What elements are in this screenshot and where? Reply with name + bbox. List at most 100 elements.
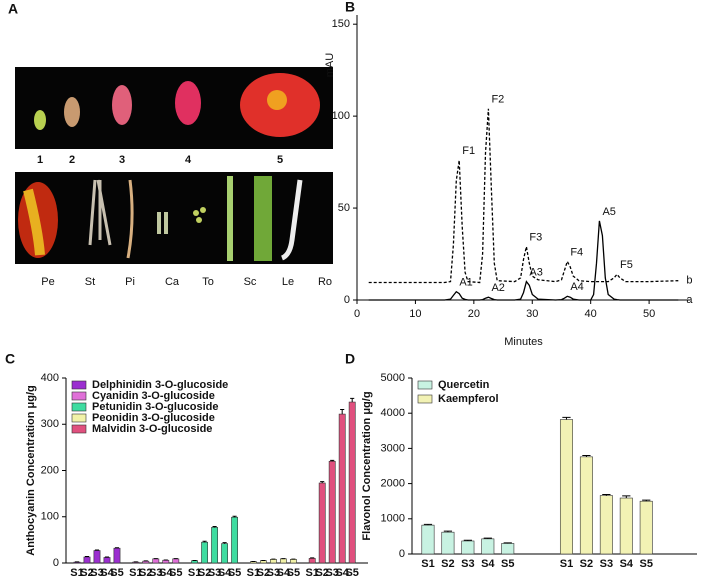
y-tick-label: 2000	[381, 478, 405, 490]
bar	[191, 560, 198, 564]
x-tick-label: S4	[481, 558, 495, 570]
bud-3	[112, 85, 132, 125]
tissue-label: St	[85, 276, 95, 288]
error-bar	[503, 542, 512, 544]
error-bar	[350, 397, 355, 403]
y-tick-label: 100	[332, 110, 350, 122]
x-tick-label: S1	[70, 567, 83, 579]
calyx	[157, 212, 161, 234]
tissue-label: Pe	[41, 276, 54, 288]
x-tick-label: S5	[345, 567, 358, 579]
x-axis-label: Minutes	[504, 336, 543, 348]
x-tick-label: S5	[110, 567, 123, 579]
panel-label: C	[5, 351, 15, 367]
bar	[328, 460, 336, 564]
x-tick-label: S4	[620, 558, 634, 570]
series-label: b	[686, 275, 692, 287]
x-tick-label: S5	[501, 558, 514, 570]
bar	[441, 531, 455, 555]
bar	[599, 495, 613, 555]
stage-label: 4	[185, 154, 192, 166]
panel-label: A	[8, 1, 18, 17]
root	[280, 179, 303, 261]
calyx	[164, 212, 168, 234]
error-bar	[622, 495, 631, 499]
bar	[231, 516, 238, 564]
error-bar	[602, 494, 611, 496]
panel-label: D	[345, 351, 355, 367]
legend-label: Peonidin 3-O-glucoside	[92, 412, 215, 424]
bar	[103, 557, 111, 564]
peak-label: F1	[462, 145, 475, 157]
x-tick-label: 50	[643, 308, 655, 320]
x-tick-label: S1	[305, 567, 318, 579]
flower-center	[267, 90, 287, 110]
x-tick-label: S5	[228, 567, 241, 579]
legend-swatch	[417, 394, 433, 404]
error-bar	[642, 499, 651, 502]
legend-swatch	[71, 402, 87, 412]
legend-swatch	[417, 380, 433, 390]
pistil	[126, 179, 134, 259]
error-bar	[582, 454, 591, 457]
legend-swatch	[71, 413, 87, 423]
legend-swatch	[71, 424, 87, 434]
bar	[152, 558, 160, 564]
y-tick-label: 1000	[381, 513, 405, 525]
trace	[368, 220, 679, 301]
y-axis-label: mAU	[324, 53, 336, 78]
error-bar	[443, 530, 453, 533]
tepal	[200, 207, 206, 213]
y-tick-label: 50	[338, 202, 350, 214]
x-tick-label: S5	[640, 558, 653, 570]
x-tick-label: S3	[149, 567, 162, 579]
bar	[142, 560, 150, 564]
y-axis-label: Anthocyanin Concentration μg/g	[25, 385, 37, 556]
tissue-photo-strip	[15, 172, 333, 264]
peak-label: F4	[570, 246, 583, 258]
bar	[83, 556, 91, 564]
bar	[289, 558, 297, 564]
bar	[481, 538, 495, 555]
x-tick-label: S2	[198, 567, 211, 579]
photo-panel	[15, 67, 333, 264]
error-bar	[340, 408, 345, 415]
error-bar	[423, 523, 433, 526]
tissue-label: Ca	[165, 276, 180, 288]
legend-label: Delphinidin 3-O-glucoside	[92, 379, 228, 391]
y-tick-label: 0	[53, 557, 59, 569]
x-tick-label: S1	[188, 567, 201, 579]
bar	[421, 524, 435, 555]
legend-label: Cyanidin 3-O-glucoside	[92, 390, 215, 402]
trace	[368, 108, 679, 284]
legend-swatch	[71, 380, 87, 390]
x-tick-label: S2	[80, 567, 93, 579]
bud-4	[175, 81, 201, 125]
bar	[461, 540, 475, 555]
bar	[338, 413, 346, 564]
bar	[279, 558, 287, 564]
peak-label: A3	[529, 267, 542, 279]
y-axis-label: Flavonol Concentration μg/g	[361, 391, 373, 540]
tissue-label: Sc	[244, 276, 257, 288]
bar	[259, 560, 267, 564]
bar	[579, 456, 593, 555]
x-tick-label: 0	[354, 308, 360, 320]
bar	[162, 559, 170, 564]
x-tick-label: S4	[335, 567, 349, 579]
peak-label: A4	[570, 281, 583, 293]
y-tick-label: 200	[41, 464, 59, 476]
x-tick-label: 30	[526, 308, 538, 320]
x-tick-label: S1	[247, 567, 260, 579]
y-tick-label: 4000	[381, 407, 405, 419]
legend-label: Malvidin 3-O-glucoside	[92, 423, 212, 435]
y-tick-label: 400	[41, 372, 59, 384]
peak-label: F3	[529, 232, 542, 244]
x-tick-label: S1	[129, 567, 142, 579]
error-bar	[562, 416, 571, 420]
error-bar	[330, 459, 335, 462]
stage-label: 2	[69, 154, 75, 166]
bar	[172, 558, 180, 564]
y-tick-label: 5000	[381, 372, 405, 384]
error-bar	[320, 481, 325, 483]
